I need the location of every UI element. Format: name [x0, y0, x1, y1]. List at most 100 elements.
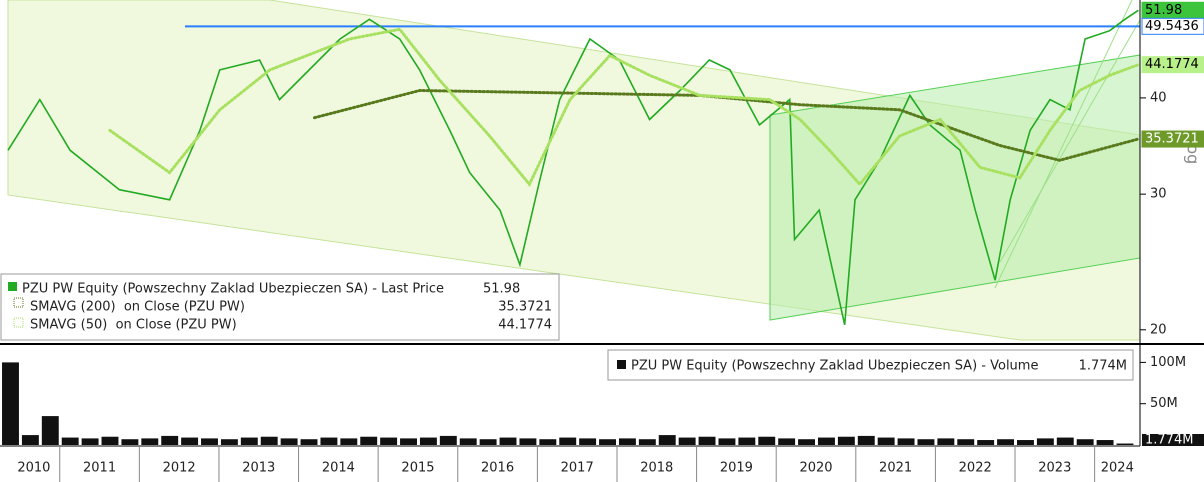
series-line — [108, 27, 1140, 188]
volume-bar — [957, 439, 975, 445]
x-tick-label: 2011 — [83, 461, 116, 476]
volume-bar — [161, 435, 179, 445]
x-tick-label: 2021 — [879, 461, 912, 476]
legend-value: 35.3721 — [498, 300, 552, 315]
volume-bar — [1017, 440, 1034, 445]
volume-bar — [997, 439, 1015, 445]
value-tag-label: 1.774M — [1145, 433, 1193, 448]
x-tick-label: 2019 — [720, 461, 753, 476]
legend-value: 44.1774 — [498, 318, 552, 333]
value-tag — [1141, 17, 1204, 35]
x-tick-label: 2020 — [799, 461, 832, 476]
volume-bar — [61, 437, 79, 445]
legend-swatch — [8, 282, 17, 291]
x-tick-label: 2012 — [163, 461, 196, 476]
legend-label: PZU PW Equity (Powszechny Zaklad Ubezpie… — [22, 282, 444, 297]
volume-bar — [837, 436, 855, 445]
volume-bar — [738, 437, 756, 445]
volume-bar — [698, 436, 716, 445]
trend-line — [994, 0, 1133, 289]
marks — [2, 9, 1140, 445]
legend-box — [607, 349, 1134, 381]
volume-bar — [1096, 440, 1114, 445]
volume-bar — [678, 437, 696, 445]
volume-bar — [121, 439, 139, 445]
y-tick-label: 20 — [1150, 322, 1167, 337]
volume-bar — [81, 438, 99, 445]
volume-bar — [937, 438, 955, 445]
volume-bar — [380, 437, 398, 445]
volume-bar — [2, 362, 19, 445]
volume-bar — [599, 439, 616, 445]
volume-bar — [519, 438, 537, 445]
volume-bar — [1056, 437, 1074, 445]
volume-bar — [638, 439, 656, 445]
volume-bar — [718, 438, 736, 445]
price-legend: PZU PW Equity (Powszechny Zaklad Ubezpie… — [0, 273, 560, 341]
y-tick-label: 30 — [1150, 187, 1167, 202]
volume-bar — [758, 436, 776, 445]
y-tick-label: 100M — [1150, 355, 1186, 370]
volume-bar — [340, 438, 358, 445]
volume-bar — [817, 437, 835, 445]
volume-bar — [579, 438, 597, 445]
volume-bar — [439, 435, 457, 445]
volume-bar — [101, 436, 119, 445]
volume-bar — [201, 438, 218, 445]
y-tick-label: 40 — [1150, 90, 1167, 105]
legend-label: PZU PW Equity (Powszechny Zaklad Ubezpie… — [631, 359, 1038, 374]
value-tag-label: 49.5436 — [1145, 19, 1199, 34]
x-tick-label: 2024 — [1101, 461, 1134, 476]
volume-bar — [499, 437, 517, 445]
volume-bar — [977, 440, 995, 445]
value-tag-label: 35.3721 — [1145, 132, 1199, 147]
volume-bar — [658, 435, 676, 445]
legend-value: 1.774M — [1079, 359, 1127, 374]
x-tick-label: 2017 — [561, 461, 594, 476]
legend-label: SMAVG (200) on Close (PZU PW) — [30, 300, 245, 315]
legend-swatch — [13, 297, 24, 308]
x-tick-label: 2022 — [959, 461, 992, 476]
y-tick-label: 50M — [1150, 396, 1178, 411]
volume-bar — [917, 439, 935, 445]
volume-bar — [479, 439, 497, 445]
volume-bar — [280, 438, 298, 445]
series-line — [313, 88, 1140, 162]
volume-bar — [1076, 439, 1094, 445]
value-tag — [1141, 130, 1204, 148]
value-tag — [1141, 56, 1204, 74]
x-tick-label: 2010 — [17, 461, 50, 476]
volume-legend: PZU PW Equity (Powszechny Zaklad Ubezpie… — [607, 349, 1134, 381]
volume-bar — [400, 438, 417, 445]
x-tick-label: 2013 — [242, 461, 275, 476]
trend-line — [999, 19, 1141, 263]
volume-bar — [798, 439, 816, 445]
x-tick-label: 2023 — [1038, 461, 1071, 476]
value-tag — [1142, 434, 1204, 446]
volume-bar — [877, 437, 895, 445]
volume-bar — [539, 439, 557, 445]
volume-bar — [320, 437, 338, 445]
volume-bar — [1116, 443, 1134, 445]
x-tick-label: 2018 — [640, 461, 673, 476]
legend-value: 51.98 — [483, 282, 520, 297]
volume-bar — [360, 436, 378, 445]
volume-bar — [1036, 438, 1054, 445]
volume-bar — [300, 439, 318, 445]
legend-label: SMAVG (50) on Close (PZU PW) — [30, 318, 237, 333]
x-tick-label: 2016 — [481, 461, 514, 476]
volume-bar — [260, 436, 278, 445]
x-tick-label: 2014 — [322, 461, 355, 476]
volume-bar — [618, 438, 636, 445]
legend-box — [0, 273, 560, 341]
x-tick-label: 2015 — [401, 461, 434, 476]
volume-bar — [21, 435, 39, 445]
legend-swatch — [617, 360, 626, 369]
volume-bar — [41, 416, 59, 445]
legend-swatch — [13, 317, 24, 328]
volume-bar — [778, 438, 796, 445]
volume-bar — [419, 437, 437, 445]
volume-bar — [459, 438, 477, 445]
